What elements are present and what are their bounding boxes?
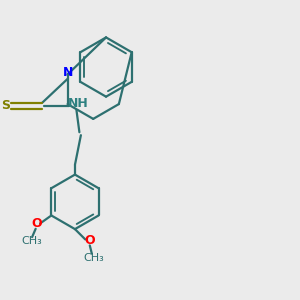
Text: NH: NH	[68, 97, 88, 110]
Text: O: O	[85, 234, 95, 247]
Text: CH₃: CH₃	[22, 236, 43, 246]
Text: N: N	[63, 67, 73, 80]
Text: O: O	[31, 217, 42, 230]
Text: S: S	[2, 99, 10, 112]
Text: CH₃: CH₃	[83, 253, 104, 263]
